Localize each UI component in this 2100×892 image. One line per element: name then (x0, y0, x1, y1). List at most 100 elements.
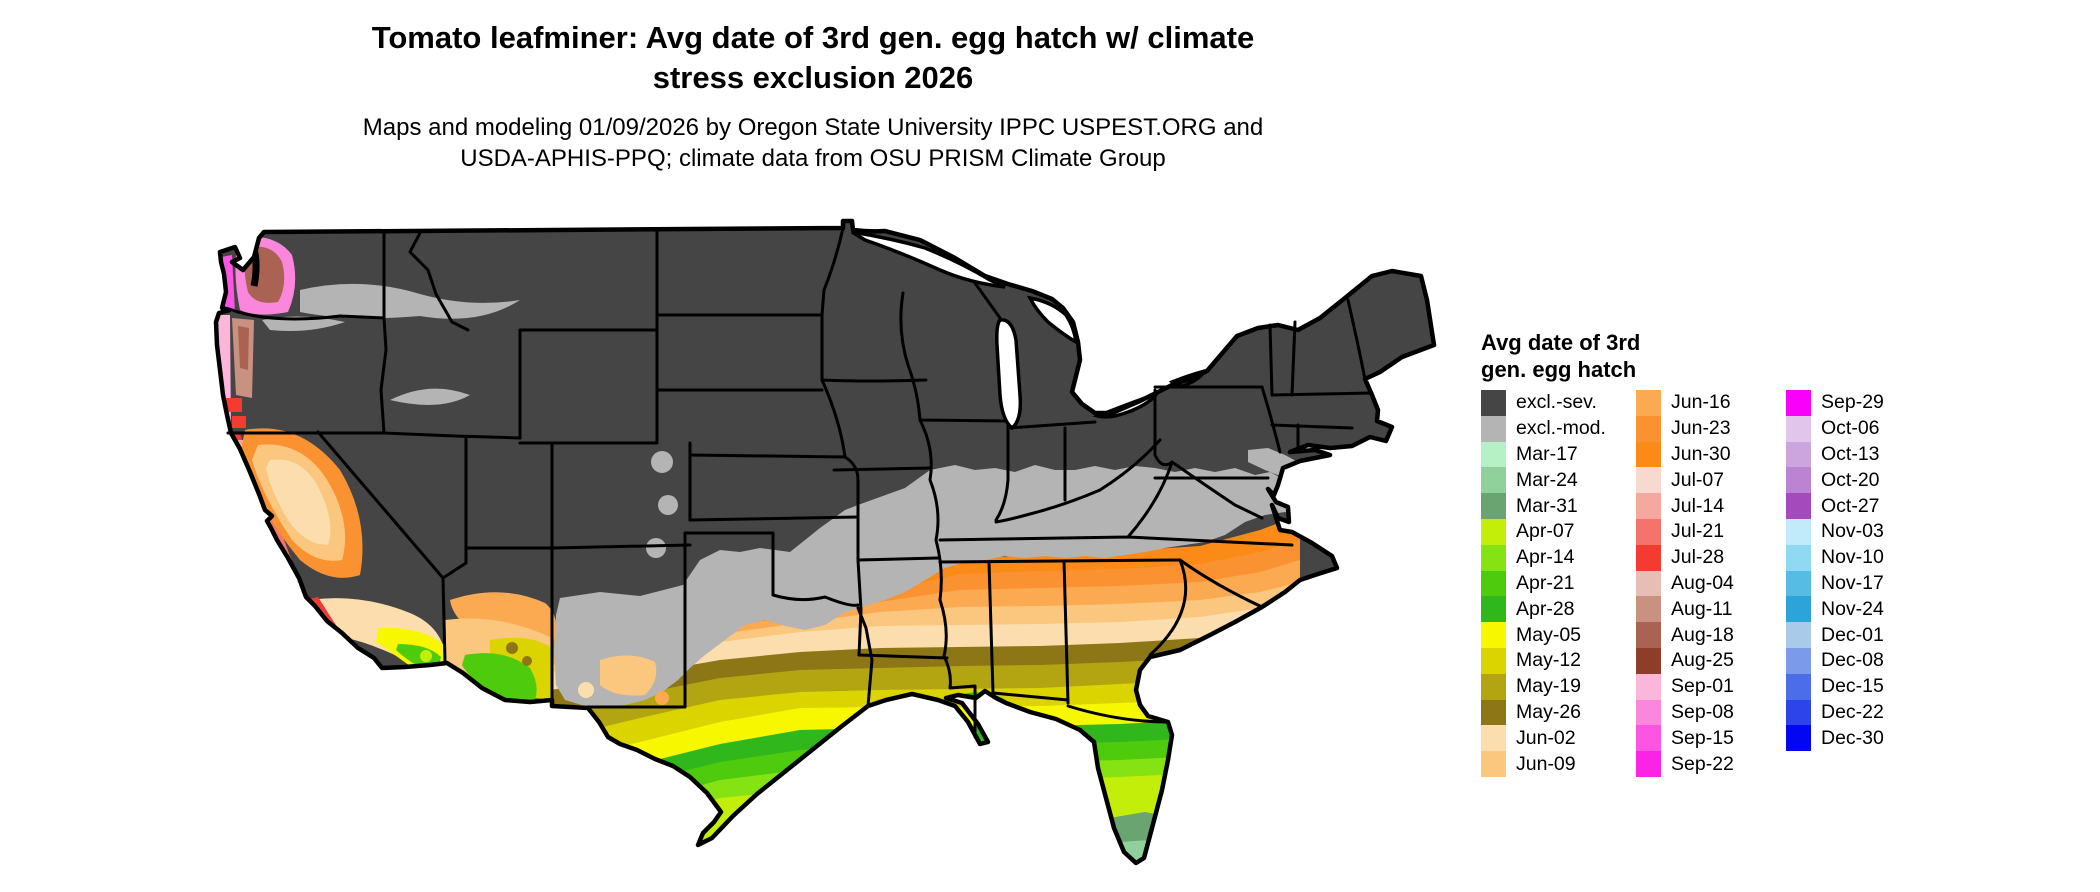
legend-swatch (1786, 544, 1811, 571)
legend-label: Dec-22 (1821, 700, 1884, 723)
legend-label: May-05 (1516, 623, 1582, 646)
legend-swatch (1786, 699, 1811, 726)
legend-swatch (1636, 622, 1661, 648)
legend-swatch (1636, 441, 1661, 468)
legend-swatch (1786, 596, 1811, 623)
legend-label: Sep-29 (1821, 391, 1884, 414)
state-borders (226, 226, 1374, 739)
region-arizona-chartreuse-dot (465, 683, 475, 693)
legend-row: Apr-14 (1481, 544, 1606, 571)
florida-keys-dot (1084, 866, 1092, 874)
legend-label: Dec-01 (1821, 623, 1884, 646)
legend-label: May-19 (1516, 675, 1582, 698)
florida-keys-dot (1109, 873, 1117, 881)
legend-label: Mar-17 (1516, 442, 1578, 465)
legend-title-line1: Avg date of 3rd (1481, 330, 1641, 355)
legend-swatch (1786, 622, 1811, 648)
legend-label: Sep-15 (1671, 726, 1734, 749)
legend-label: Aug-25 (1671, 649, 1734, 672)
florida-keys-dot (1120, 869, 1126, 875)
legend-swatch (1481, 647, 1506, 674)
legend-swatch (1481, 725, 1506, 752)
region-south-oregon-red (226, 398, 242, 412)
legend-swatch (1481, 596, 1506, 623)
legend-label: Apr-14 (1516, 546, 1575, 569)
map-fill-layers (216, 221, 1434, 881)
florida-keys-dot (1097, 870, 1105, 878)
legend-label: Nov-03 (1821, 520, 1884, 543)
legend-swatch (1636, 390, 1661, 416)
legend-swatch (1481, 673, 1506, 700)
us-outline (213, 218, 1437, 866)
legend-row: Dec-08 (1786, 647, 1884, 674)
legend-row: Oct-06 (1786, 415, 1884, 442)
legend-row: Nov-17 (1786, 570, 1884, 597)
legend-row: Aug-11 (1636, 596, 1734, 623)
legend-label: Dec-30 (1821, 726, 1884, 749)
legend-row: Jul-28 (1636, 544, 1734, 571)
legend-swatch (1636, 673, 1661, 700)
legend-swatch (1786, 518, 1811, 545)
legend-swatch (1786, 441, 1811, 468)
legend-row: Jun-16 (1636, 390, 1734, 416)
legend-swatch (1636, 415, 1661, 442)
legend-row: Apr-21 (1481, 570, 1606, 597)
legend-swatch (1481, 518, 1506, 545)
legend-row: Aug-04 (1636, 570, 1734, 597)
legend-label: Oct-20 (1821, 468, 1880, 491)
legend-swatch (1786, 647, 1811, 674)
region-west-texas-peach-dot (578, 682, 594, 698)
legend-label: May-26 (1516, 700, 1582, 723)
legend-row: Sep-01 (1636, 673, 1734, 700)
region-snake-plain-gray (390, 388, 470, 405)
legend-swatch (1481, 751, 1506, 777)
lake-michigan (995, 318, 1023, 431)
legend-swatch (1481, 493, 1506, 519)
legend-swatch (1636, 596, 1661, 623)
legend-swatch (1481, 622, 1506, 648)
legend-swatch (1481, 441, 1506, 468)
legend-swatch (1786, 673, 1811, 700)
legend-label: Oct-27 (1821, 494, 1880, 517)
legend-column-2: Jun-16 Jun-23 Jun-30 Jul-07 Jul-14 Jul-21 Jul-… (1636, 390, 1734, 777)
legend-row: Oct-13 (1786, 441, 1884, 468)
band-apr-14 (540, 742, 1300, 863)
legend-row: Sep-08 (1636, 699, 1734, 726)
legend-row: Jun-02 (1481, 725, 1606, 752)
legend-row: Jun-09 (1481, 751, 1606, 777)
legend-label: Aug-11 (1671, 597, 1733, 620)
legend-row: Dec-15 (1786, 673, 1884, 700)
legend-swatch (1481, 544, 1506, 571)
legend-label: Jun-23 (1671, 417, 1731, 440)
legend-label: Aug-04 (1671, 571, 1734, 594)
region-front-range-gray-dot (651, 451, 673, 473)
legend-row: Jun-30 (1636, 441, 1734, 468)
region-arizona-green (462, 653, 537, 700)
legend-row: May-05 (1481, 622, 1606, 648)
legend-label: Mar-24 (1516, 468, 1578, 491)
legend-column-3: Sep-29 Oct-06 Oct-13 Oct-20 Oct-27 Nov-03 Nov-… (1786, 390, 1884, 752)
legend-row: Sep-29 (1786, 390, 1884, 416)
region-south-oregon-red (232, 416, 246, 428)
legend-row: Jul-14 (1636, 493, 1734, 519)
legend-row: May-26 (1481, 699, 1606, 726)
legend-label: Sep-22 (1671, 752, 1734, 775)
band-mar-24-florida (1095, 840, 1170, 863)
legend-swatch (1636, 751, 1661, 777)
legend-label: Mar-31 (1516, 494, 1578, 517)
region-front-range-gray-dot (646, 538, 666, 558)
legend-label: Nov-24 (1821, 597, 1884, 620)
legend-row: excl.-sev. (1481, 390, 1606, 416)
region-arizona-olive-dot (506, 642, 518, 654)
legend-swatch (1481, 699, 1506, 726)
legend-row: Nov-03 (1786, 518, 1884, 545)
legend-swatch (1636, 544, 1661, 571)
legend-row: Jun-23 (1636, 415, 1734, 442)
legend-row: Mar-24 (1481, 467, 1606, 494)
subtitle-line1: Maps and modeling 01/09/2026 by Oregon S… (362, 114, 1264, 141)
region-west-texas-orange-dot (655, 691, 669, 705)
legend-label: excl.-sev. (1516, 391, 1597, 414)
page-title-line2: stress exclusion 2026 (652, 60, 974, 95)
